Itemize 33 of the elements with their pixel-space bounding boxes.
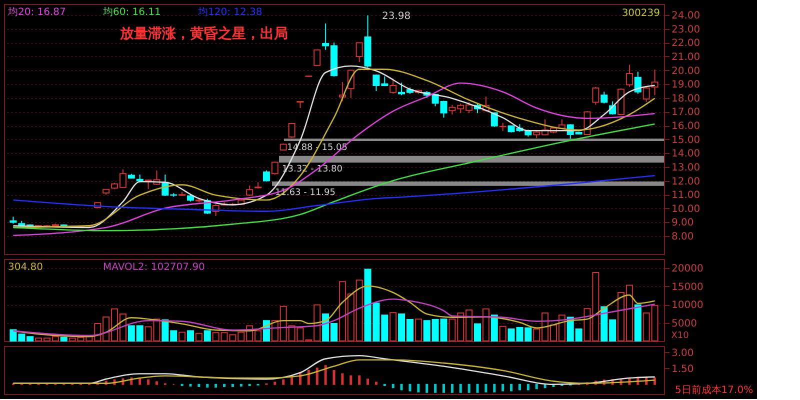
y-tick-label: 19.00 [672,80,700,91]
y-tick-label: 23.00 [672,24,700,36]
annotation: 23.98 [382,11,411,22]
y-tick-label: 15000 [672,282,704,293]
y-tick-label: 10.00 [672,204,700,215]
y-tick-label: 3.00 [672,348,694,359]
y-tick-label: 12.00 [672,176,700,188]
y-tick-label: 1.50 [672,364,694,375]
y-tick-label: 5000 [672,318,697,330]
y-tick-label: 9.00 [672,218,694,229]
text: 5日前成本17.0% [674,384,754,396]
text: 304.80 [8,262,43,273]
y-tick-label: 10000 [672,300,704,312]
y-tick-label: 13.00 [672,162,700,174]
y-tick-label: 8.00 [672,232,694,243]
y-tick-label: 16.00 [672,121,700,132]
y-tick-label: 22.00 [672,38,700,50]
y-tick-label: 18.00 [672,93,700,104]
text: MAVOL2: 102707.90 [103,262,205,273]
annotation: 300239 [622,8,660,19]
y-tick-label: 15.00 [672,134,700,146]
y-tick-label: 21.00 [672,52,700,63]
text: X10 [671,331,690,341]
y-tick-label: 17.00 [672,107,700,118]
y-tick-label: 20000 [672,264,704,275]
y-tick-label: 14.00 [672,148,700,160]
text: 均20: 16.87 [7,6,66,18]
y-tick-label: 11.00 [672,190,700,202]
annotation: 放量滞涨，黄昏之星，出局 [119,25,288,42]
y-tick-label: 24.00 [672,10,700,22]
text: 均120: 12.38 [197,6,262,18]
text: 均60: 16.11 [102,6,161,18]
y-tick-label: 20.00 [672,66,700,77]
